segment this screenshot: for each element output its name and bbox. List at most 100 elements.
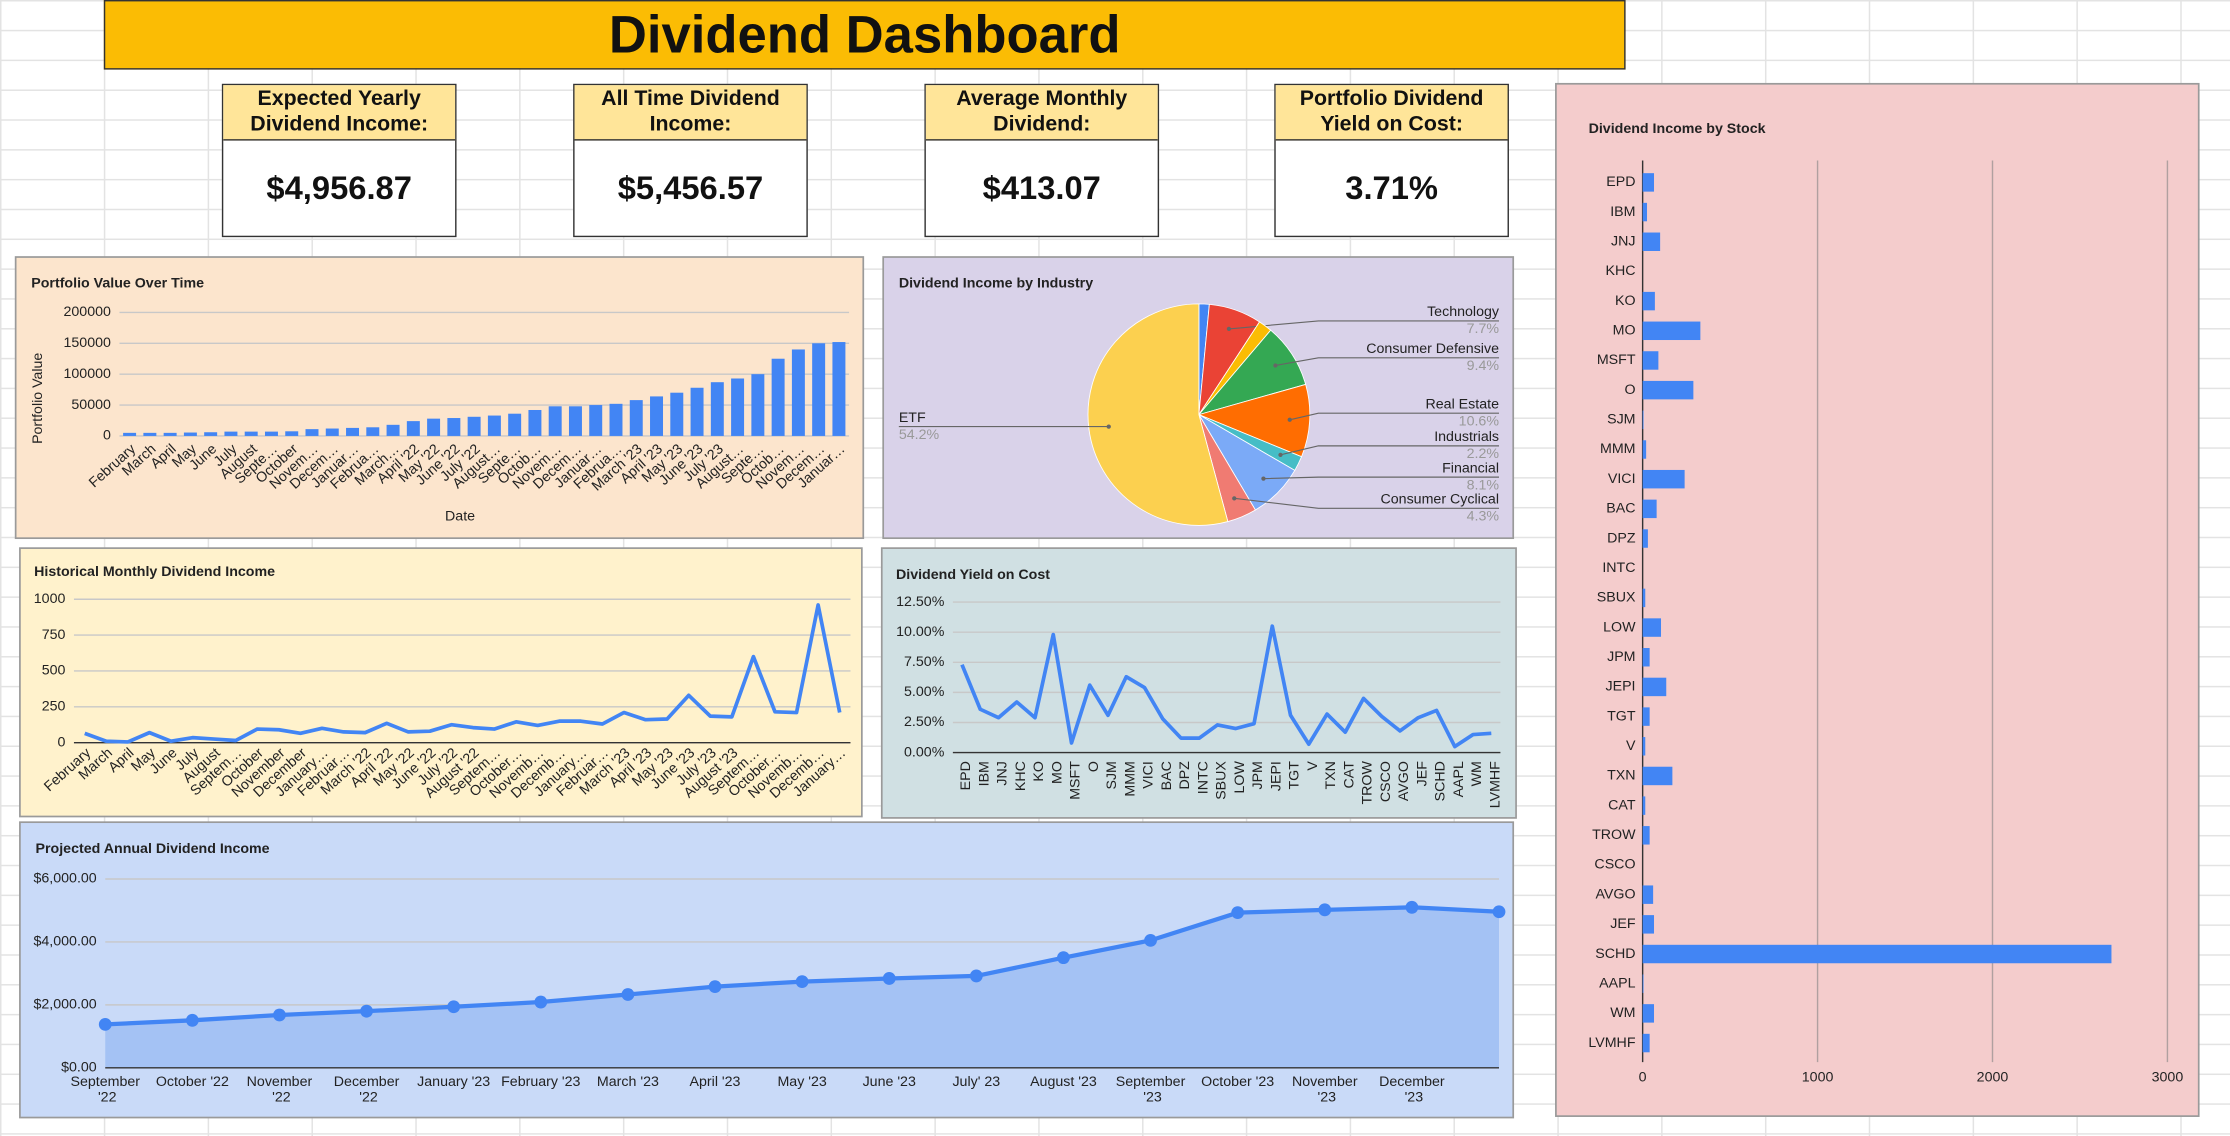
bar	[123, 432, 137, 436]
slice-label: ETF	[899, 410, 926, 426]
y-tick-label: 50000	[71, 397, 111, 413]
y-tick-label: MO	[1613, 323, 1636, 339]
bar	[771, 358, 785, 436]
x-tick-label: September '23	[1116, 1074, 1186, 1106]
y-tick-label: 12.50%	[896, 594, 945, 610]
slice-label: Industrials	[1434, 429, 1499, 445]
chart-title: Dividend Yield on Cost	[896, 567, 1050, 583]
bar	[1642, 202, 1648, 222]
x-tick-label: EPD	[958, 761, 974, 790]
bar	[1642, 1004, 1655, 1023]
bar	[487, 415, 501, 436]
bar	[1642, 588, 1646, 608]
card-label: All Time Dividend Income:	[574, 85, 807, 141]
x-tick-label: KHC	[1013, 761, 1029, 791]
bar	[427, 418, 441, 436]
y-tick-label: 0.00%	[904, 744, 945, 760]
card-label: Average Monthly Dividend:	[925, 85, 1158, 141]
chart-title: Portfolio Value Over Time	[31, 276, 204, 292]
x-tick-label: V	[1305, 761, 1321, 771]
bar	[1642, 707, 1650, 726]
line	[960, 624, 1492, 749]
pie-slice	[1197, 383, 1311, 458]
x-tick-label: INTC	[1195, 761, 1211, 794]
slice-label: Consumer Cyclical	[1381, 492, 1499, 508]
point	[360, 1004, 373, 1018]
point	[534, 995, 548, 1009]
point	[1405, 900, 1419, 914]
leader-line	[1289, 412, 1499, 421]
leader-line	[1280, 445, 1499, 456]
point	[1144, 933, 1157, 947]
y-tick-label: WM	[1610, 1005, 1635, 1021]
bar	[812, 343, 826, 436]
y-tick-label: IBM	[1610, 204, 1635, 220]
x-tick-label: DPZ	[1177, 761, 1193, 790]
y-tick-label: 100000	[63, 366, 111, 382]
bar	[143, 432, 157, 436]
bar	[1642, 915, 1655, 934]
y-tick-label: $6,000.00	[33, 871, 96, 887]
bar	[710, 382, 724, 436]
x-tick-label: September '22	[70, 1074, 140, 1106]
bar	[650, 396, 664, 436]
y-tick-label: 250	[42, 699, 66, 715]
y-tick-label: TGT	[1607, 708, 1636, 724]
bar	[731, 378, 745, 436]
x-tick-label: LVMHF	[1487, 761, 1503, 808]
x-tick-label: February '23	[501, 1074, 580, 1090]
point	[795, 975, 809, 988]
leader-line	[1234, 497, 1499, 509]
x-tick-label: July' 23	[952, 1074, 1000, 1090]
slice-value: 7.7%	[1467, 321, 1500, 337]
bar	[1642, 499, 1657, 519]
bar	[832, 342, 846, 436]
leader-dot	[1106, 424, 1111, 429]
x-tick-label: December '23	[1379, 1074, 1445, 1106]
dashboard-title: Dividend Dashboard	[103, 0, 1626, 70]
y-tick-label: MMM	[1600, 441, 1636, 457]
slice-label: Real Estate	[1426, 396, 1500, 412]
leader-dot	[1232, 496, 1237, 501]
x-tick-label: November '23	[1292, 1074, 1358, 1106]
x-tick-label: August '23	[1030, 1074, 1097, 1090]
slice-value: 8.1%	[1467, 477, 1500, 493]
y-tick-label: 2.50%	[904, 714, 945, 730]
y-tick-label: JPM	[1607, 649, 1635, 665]
bar	[1642, 410, 1644, 430]
slice-value: 2.2%	[1467, 446, 1500, 462]
x-tick-label: December '22	[334, 1074, 400, 1106]
y-tick-label: SCHD	[1595, 946, 1635, 962]
slice-value: 4.3%	[1467, 509, 1500, 525]
point	[969, 969, 983, 983]
leader-dot	[1273, 363, 1278, 368]
point	[1492, 905, 1506, 919]
bar	[1642, 380, 1694, 400]
slice-label: Financial	[1442, 460, 1499, 476]
bar	[467, 416, 481, 436]
bar	[1642, 529, 1648, 548]
y-tick-label: 1000	[34, 591, 66, 607]
y-tick-label: 7.50%	[904, 654, 945, 670]
x-tick-label: WM	[1469, 761, 1485, 786]
bar	[386, 424, 400, 436]
leader-dot	[1226, 326, 1232, 332]
y-tick-label: $2,000.00	[33, 997, 96, 1013]
x-tick-label: JEF	[1414, 761, 1430, 787]
slice-value: 54.2%	[899, 427, 940, 443]
bar	[1642, 1033, 1650, 1053]
y-tick-label: VICI	[1608, 471, 1636, 487]
bar	[1642, 885, 1654, 904]
point	[621, 988, 635, 1001]
y-tick-label: KO	[1615, 293, 1636, 309]
y-tick-label: 500	[42, 663, 66, 679]
bar	[751, 374, 765, 436]
y-tick-label: 0	[103, 428, 111, 444]
card-label: Portfolio Dividend Yield on Cost:	[1275, 85, 1508, 141]
x-tick-label: MSFT	[1068, 761, 1084, 800]
x-tick-label: CSCO	[1378, 761, 1394, 802]
point	[185, 1013, 199, 1027]
chart-title: Historical Monthly Dividend Income	[34, 564, 275, 580]
